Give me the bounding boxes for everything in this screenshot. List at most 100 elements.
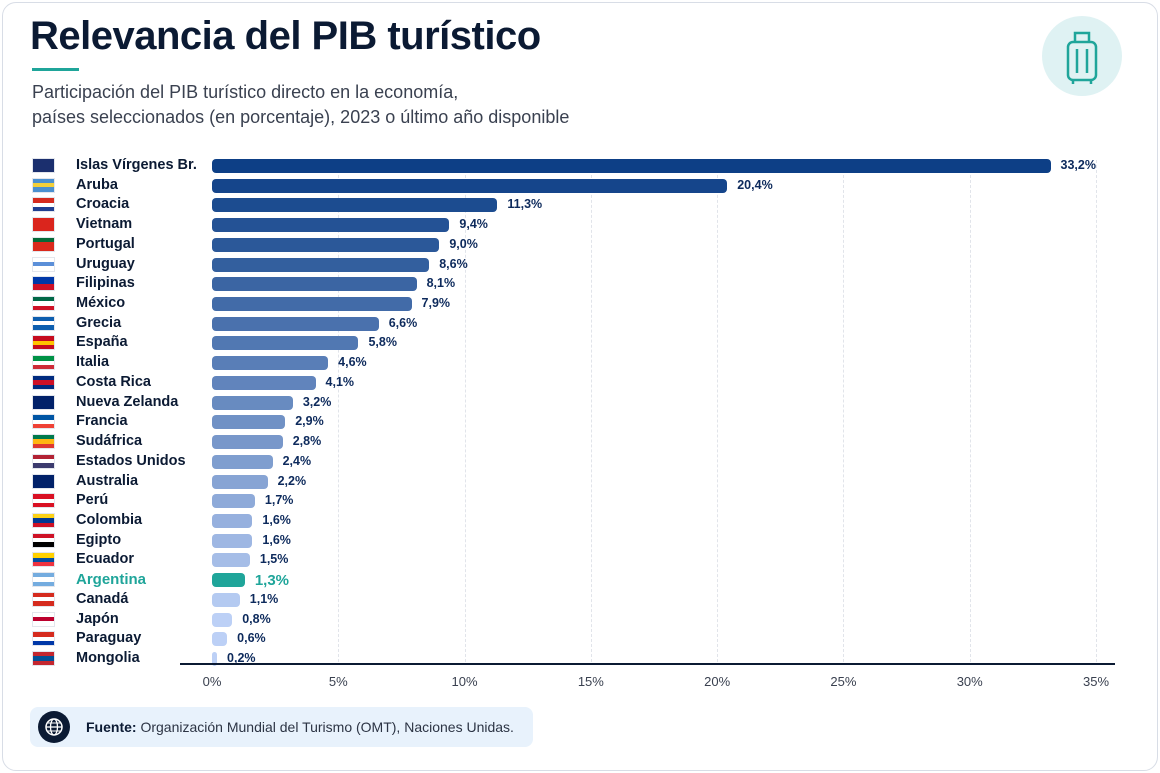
bar-row: Paraguay 0,6% — [0, 630, 1160, 648]
bar — [212, 336, 359, 351]
value-label: 8,1% — [426, 276, 456, 291]
bar-row: Vietnam 9,4% — [0, 216, 1160, 234]
x-tick-label: 5% — [328, 674, 348, 689]
flag-icon — [32, 276, 55, 292]
gridline — [969, 160, 971, 662]
category-label: México — [76, 295, 126, 312]
flag-icon — [32, 296, 55, 312]
x-axis-line — [180, 663, 1115, 665]
value-label: 0,8% — [242, 611, 271, 626]
category-label: Ecuador — [76, 551, 135, 568]
suitcase-icon — [1042, 16, 1122, 96]
flag-icon — [32, 256, 55, 272]
bar-row: México 7,9% — [0, 295, 1160, 313]
bar-row: España 5,8% — [0, 334, 1160, 352]
bar-row: Estados Unidos 2,4% — [0, 453, 1160, 471]
category-label: Islas Vírgenes Br. — [76, 157, 197, 173]
x-tick-label: 35% — [1082, 674, 1110, 689]
category-label: Japón — [76, 610, 119, 627]
bar-row: Argentina 1,3% — [0, 571, 1160, 589]
bar-row: Islas Vírgenes Br. 33,2% — [0, 157, 1160, 175]
gridline — [1096, 160, 1097, 662]
bar — [212, 513, 253, 528]
bar-row: Japón 0,8% — [0, 611, 1160, 629]
category-label: Egipto — [76, 531, 122, 548]
value-label: 9,0% — [449, 236, 478, 251]
x-tick-label: 25% — [830, 674, 857, 689]
bar — [212, 494, 255, 509]
value-label: 9,4% — [459, 217, 488, 232]
bar — [212, 277, 417, 292]
bar-row: Aruba 20,4% — [0, 177, 1160, 195]
bar — [212, 297, 412, 312]
flag-icon — [32, 434, 55, 450]
category-label: Argentina — [76, 571, 147, 589]
category-label: Australia — [76, 472, 139, 489]
gridline — [590, 160, 592, 662]
flag-icon — [32, 217, 55, 233]
bar-row: Australia 2,2% — [0, 473, 1160, 491]
x-tick-label: 15% — [577, 674, 604, 689]
category-label: Croacia — [76, 196, 130, 213]
flag-icon — [32, 414, 55, 430]
value-label: 7,9% — [421, 296, 451, 311]
flag-icon — [32, 473, 55, 489]
subtitle-line: Participación del PIB turístico directo … — [32, 82, 459, 102]
bar-row: Ecuador 1,5% — [0, 551, 1160, 569]
category-label: España — [76, 334, 128, 351]
bar-row: Italia 4,6% — [0, 354, 1160, 372]
bar — [212, 612, 233, 627]
flag-icon — [32, 591, 55, 607]
flag-icon — [32, 572, 55, 588]
bar-row: Portugal 9,0% — [0, 236, 1160, 254]
x-tick-label: 10% — [451, 674, 478, 689]
globe-icon — [38, 711, 70, 743]
bar — [212, 356, 329, 371]
value-label: 2,4% — [282, 453, 312, 468]
category-label: Paraguay — [76, 630, 142, 647]
value-label: 1,1% — [249, 591, 279, 606]
flag-icon — [32, 493, 55, 509]
value-label: 33,2% — [1060, 158, 1096, 172]
bar — [212, 632, 228, 647]
source-label: Fuente: — [86, 719, 137, 735]
gridline — [717, 160, 719, 662]
category-label: Perú — [76, 492, 109, 509]
category-label: Uruguay — [76, 255, 135, 272]
value-label: 2,8% — [292, 434, 322, 449]
category-label: Grecia — [76, 314, 122, 331]
x-tick-label: 0% — [202, 674, 222, 689]
flag-icon — [32, 197, 55, 213]
gridline — [464, 160, 466, 662]
bar — [212, 652, 218, 666]
category-label: Nueva Zelanda — [76, 393, 179, 410]
bar-row: Nueva Zelanda 3,2% — [0, 394, 1160, 412]
bar — [212, 474, 268, 489]
value-label: 1,3% — [254, 572, 290, 590]
flag-icon — [32, 158, 55, 173]
bar — [212, 375, 316, 390]
bar — [212, 257, 430, 272]
value-label: 4,1% — [325, 374, 355, 389]
category-label: Filipinas — [76, 275, 135, 292]
value-label: 20,4% — [737, 177, 773, 192]
category-label: Portugal — [76, 235, 135, 252]
bar-row: Colombia 1,6% — [0, 512, 1160, 530]
value-label: 2,2% — [277, 473, 307, 488]
bar — [212, 553, 250, 568]
title-accent-line — [32, 68, 79, 71]
category-label: Mongolia — [76, 650, 140, 666]
bar — [212, 159, 1051, 173]
value-label: 1,6% — [262, 512, 291, 527]
bar — [212, 178, 728, 193]
bar-row: Perú 1,7% — [0, 492, 1160, 510]
bar — [212, 237, 440, 252]
flag-icon — [32, 315, 55, 331]
flag-icon — [32, 355, 55, 371]
bar-row: Sudáfrica 2,8% — [0, 433, 1160, 451]
category-label: Colombia — [76, 511, 143, 528]
bar — [212, 435, 283, 450]
category-label: Sudáfrica — [76, 433, 143, 450]
flag-icon — [32, 453, 55, 469]
